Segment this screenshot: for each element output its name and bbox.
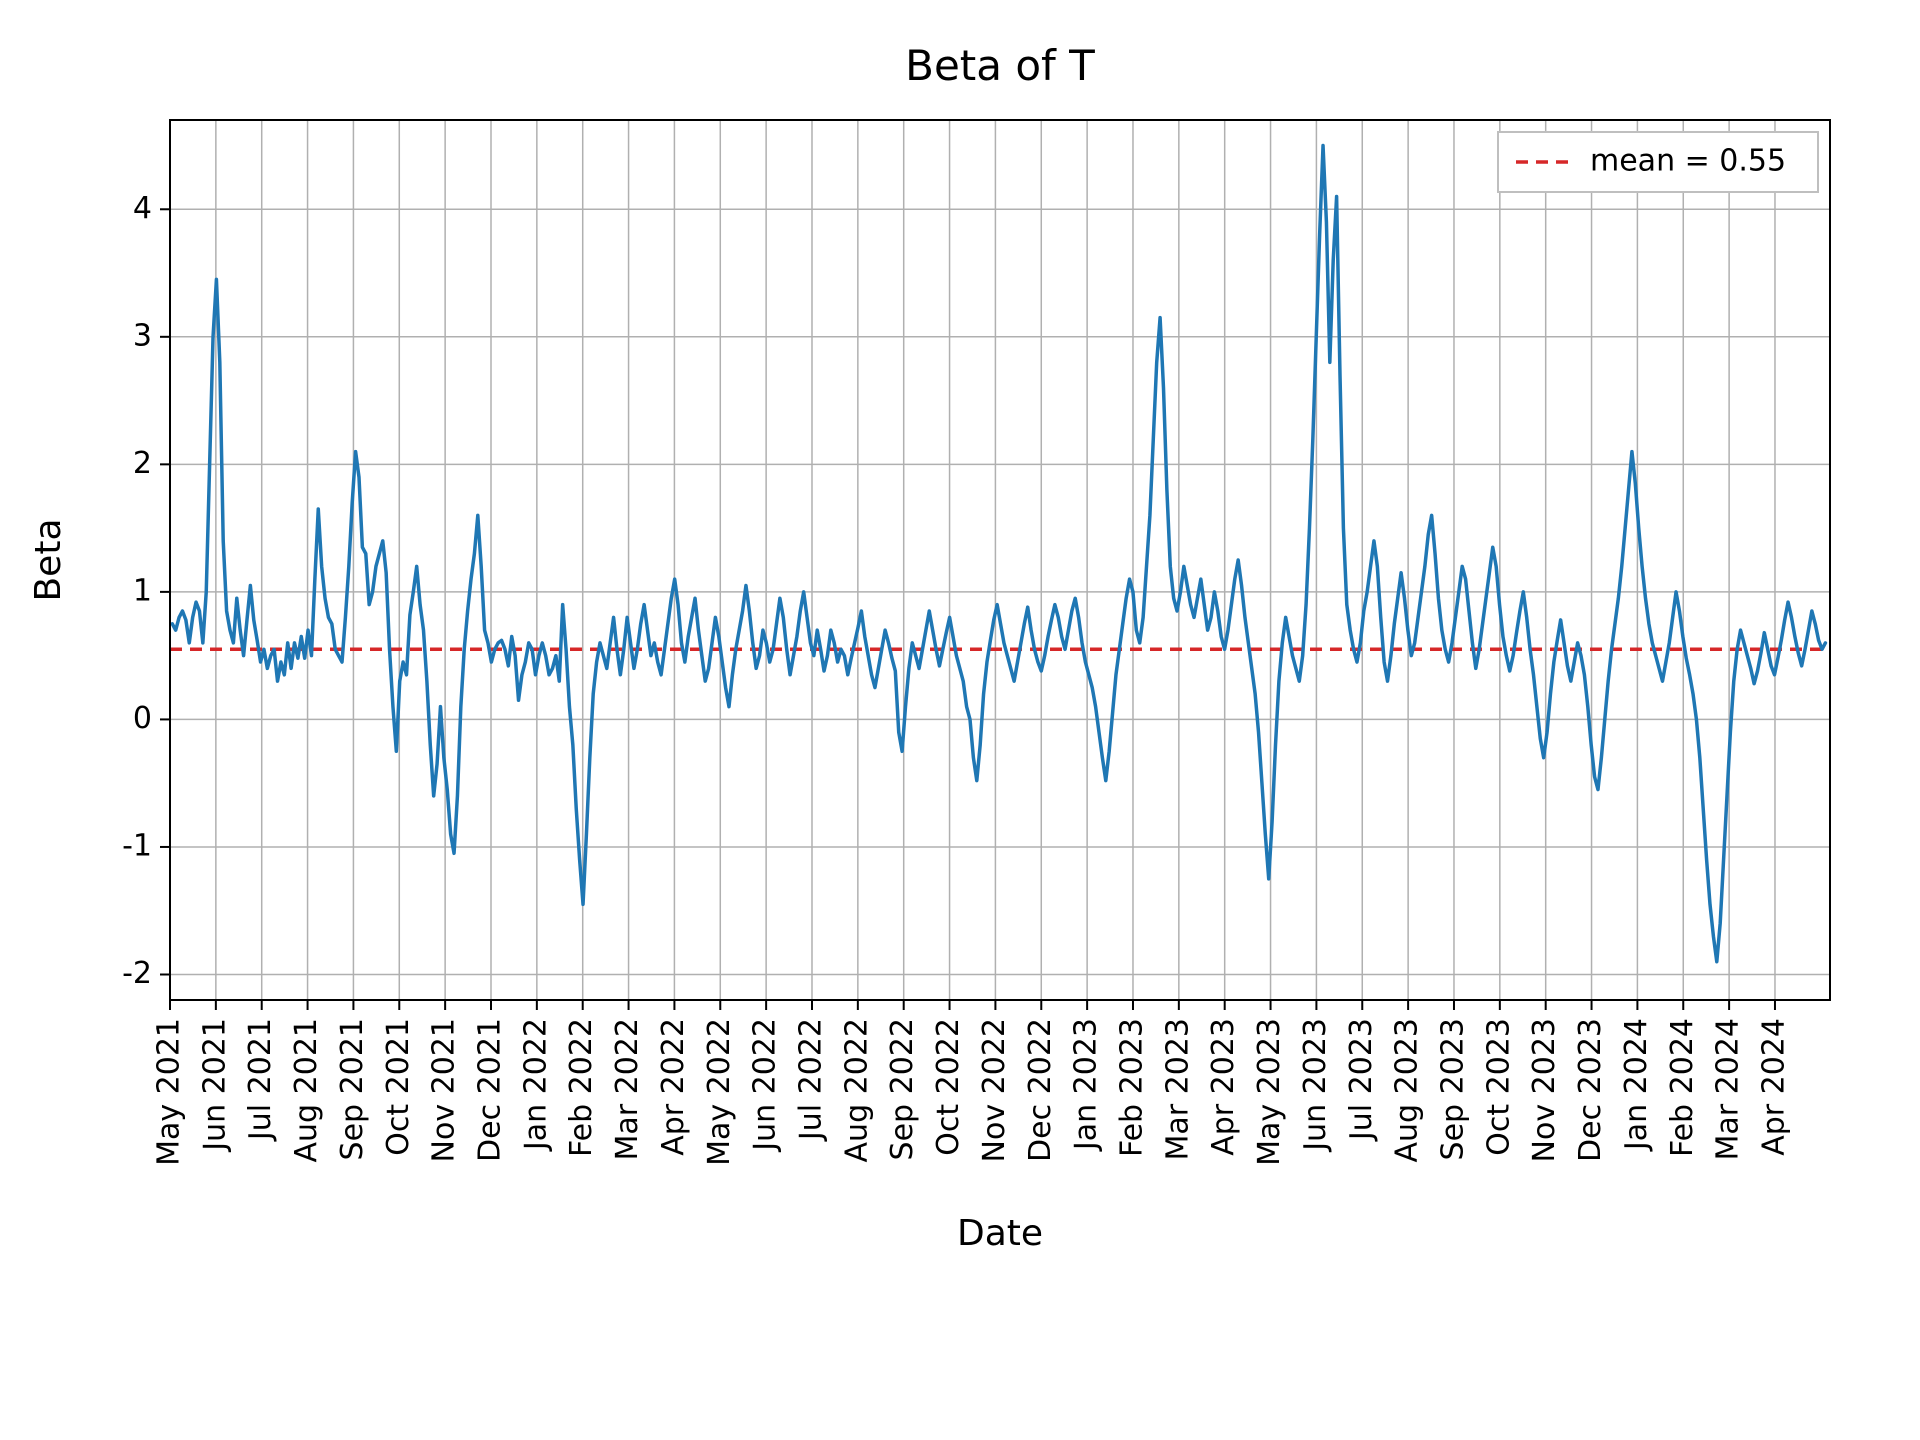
y-tick-label: 1 (133, 573, 152, 608)
x-tick-label: Mar 2024 (1711, 1018, 1746, 1161)
x-tick-label: Aug 2022 (839, 1018, 874, 1162)
y-tick-label: 0 (133, 701, 152, 736)
x-tick-label: Jan 2022 (518, 1018, 553, 1152)
x-tick-label: Feb 2023 (1114, 1018, 1149, 1157)
x-tick-label: Jul 2022 (793, 1018, 828, 1142)
x-tick-label: Jun 2023 (1298, 1018, 1333, 1153)
chart-container: -2 -1 0 1 2 3 4 May 2021 Jun 2021 Jul 2021 Aug 202… (0, 0, 1920, 1440)
x-tick-label: Aug 2023 (1390, 1018, 1425, 1162)
x-tick-label: Feb 2022 (564, 1018, 599, 1157)
x-tick-label: Sep 2022 (885, 1018, 920, 1160)
y-tick-label: -1 (122, 828, 152, 863)
x-tick-label: Apr 2024 (1756, 1018, 1791, 1156)
x-tick-label: Jul 2023 (1344, 1018, 1379, 1142)
y-tick-label: 2 (133, 446, 152, 481)
x-tick-label: Oct 2022 (931, 1018, 966, 1156)
x-tick-label: Jun 2021 (197, 1018, 232, 1153)
x-tick-label: Dec 2022 (1023, 1018, 1058, 1162)
y-axis-label: Beta (28, 518, 69, 601)
x-tick-label: Dec 2023 (1573, 1018, 1608, 1162)
x-tick-label: Mar 2022 (610, 1018, 645, 1161)
x-tick-label: Aug 2021 (289, 1018, 324, 1162)
x-tick-label: Sep 2021 (335, 1018, 370, 1160)
x-tick-label: Nov 2021 (427, 1018, 462, 1162)
x-axis-label: Date (957, 1213, 1043, 1254)
x-tick-label: Jan 2023 (1069, 1018, 1104, 1152)
x-tick-label: May 2021 (152, 1018, 187, 1166)
x-tick-label: Mar 2023 (1160, 1018, 1195, 1161)
x-tick-label: Nov 2023 (1527, 1018, 1562, 1162)
x-tick-label: Sep 2023 (1435, 1018, 1470, 1160)
x-tick-label: Feb 2024 (1665, 1018, 1700, 1157)
y-tick-label: 3 (133, 318, 152, 353)
y-tick-label: 4 (133, 191, 152, 226)
y-tick-label: -2 (122, 956, 152, 991)
chart-title: Beta of T (905, 41, 1095, 90)
x-tick-label: May 2023 (1252, 1018, 1287, 1166)
x-tick-label: Jul 2021 (243, 1018, 278, 1142)
x-tick-label: Jun 2022 (748, 1018, 783, 1153)
x-tick-label: Oct 2021 (381, 1018, 416, 1156)
x-tick-label: Jan 2024 (1619, 1018, 1654, 1152)
x-tick-label: Nov 2022 (977, 1018, 1012, 1162)
x-tick-label: Dec 2021 (472, 1018, 507, 1162)
x-tick-label: Oct 2023 (1481, 1018, 1516, 1156)
x-tick-label: Apr 2023 (1206, 1018, 1241, 1156)
x-tick-label: May 2022 (702, 1018, 737, 1166)
legend-label: mean = 0.55 (1590, 144, 1786, 179)
x-tick-label: Apr 2022 (656, 1018, 691, 1156)
beta-chart: -2 -1 0 1 2 3 4 May 2021 Jun 2021 Jul 2021 Aug 202… (0, 0, 1920, 1440)
